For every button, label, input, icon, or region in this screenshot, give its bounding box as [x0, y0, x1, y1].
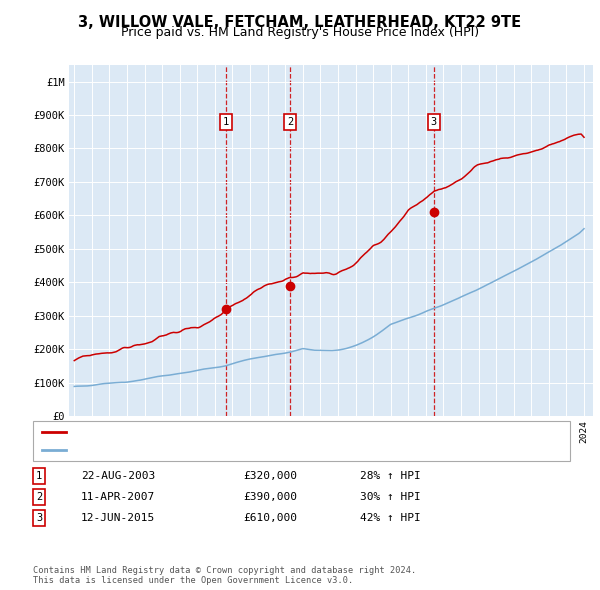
- Text: 3: 3: [36, 513, 42, 523]
- Text: 12-JUN-2015: 12-JUN-2015: [81, 513, 155, 523]
- Text: 3: 3: [431, 117, 437, 127]
- Text: 11-APR-2007: 11-APR-2007: [81, 492, 155, 502]
- Text: £610,000: £610,000: [243, 513, 297, 523]
- Text: £390,000: £390,000: [243, 492, 297, 502]
- Text: 2: 2: [287, 117, 293, 127]
- Text: 42% ↑ HPI: 42% ↑ HPI: [360, 513, 421, 523]
- Text: 30% ↑ HPI: 30% ↑ HPI: [360, 492, 421, 502]
- Text: £320,000: £320,000: [243, 471, 297, 481]
- Text: 2: 2: [36, 492, 42, 502]
- Text: 22-AUG-2003: 22-AUG-2003: [81, 471, 155, 481]
- Text: 1: 1: [223, 117, 229, 127]
- Text: HPI: Average price, semi-detached house, Mole Valley: HPI: Average price, semi-detached house,…: [71, 445, 376, 455]
- Text: 1: 1: [36, 471, 42, 481]
- Text: Price paid vs. HM Land Registry's House Price Index (HPI): Price paid vs. HM Land Registry's House …: [121, 26, 479, 39]
- Text: Contains HM Land Registry data © Crown copyright and database right 2024.
This d: Contains HM Land Registry data © Crown c…: [33, 566, 416, 585]
- Text: 28% ↑ HPI: 28% ↑ HPI: [360, 471, 421, 481]
- Text: 3, WILLOW VALE, FETCHAM, LEATHERHEAD, KT22 9TE (semi-detached house): 3, WILLOW VALE, FETCHAM, LEATHERHEAD, KT…: [71, 428, 470, 438]
- Text: 3, WILLOW VALE, FETCHAM, LEATHERHEAD, KT22 9TE: 3, WILLOW VALE, FETCHAM, LEATHERHEAD, KT…: [79, 15, 521, 30]
